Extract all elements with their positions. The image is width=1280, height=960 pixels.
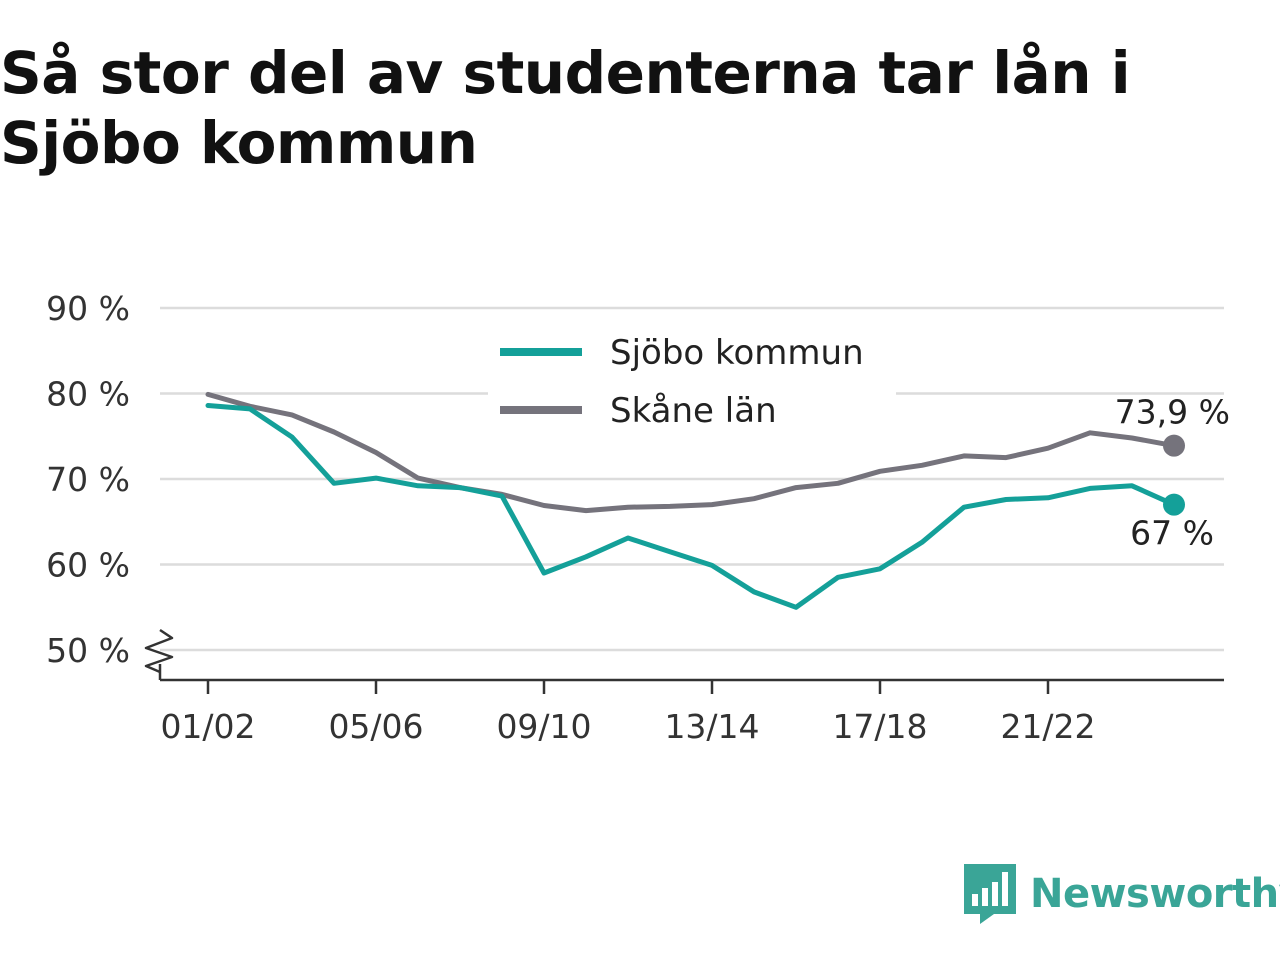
y-tick-label: 90 %	[46, 289, 130, 328]
x-tick-label: 01/02	[160, 707, 255, 746]
axis-break-marker	[144, 628, 174, 674]
line-chart: 90 % 80 % 70 % 60 % 50 % 01/02 05/06 09/10 13/1…	[46, 289, 1230, 746]
legend-background	[488, 320, 896, 446]
bar-chart-speech-bubble-icon	[964, 864, 1016, 924]
x-tick-label: 05/06	[328, 707, 423, 746]
series-line-1	[205, 391, 1177, 514]
chart-title: Så stor del av studenterna tar lån i Sjö…	[0, 39, 1131, 177]
series-lines	[205, 391, 1185, 610]
x-tick-label: 21/22	[1000, 707, 1095, 746]
x-tick-label: 09/10	[496, 707, 591, 746]
y-tick-label: 70 %	[46, 460, 130, 499]
x-tick-label: 13/14	[664, 707, 759, 746]
y-tick-label: 80 %	[46, 375, 130, 414]
legend: Sjöbo kommun Skåne län	[488, 320, 896, 446]
gridlines	[160, 306, 1224, 652]
end-value-label: 73,9 %	[1115, 393, 1230, 432]
legend-label: Skåne län	[610, 391, 777, 431]
end-labels: 67 % 73,9 %	[1115, 393, 1230, 553]
end-value-label: 67 %	[1130, 514, 1214, 553]
y-tick-label: 60 %	[46, 546, 130, 585]
x-tick-label: 17/18	[832, 707, 927, 746]
legend-label: Sjöbo kommun	[610, 333, 864, 373]
series-end-point-0	[1163, 493, 1185, 516]
y-axis-labels: 90 % 80 % 70 % 60 % 50 %	[46, 289, 130, 670]
series-line-0	[205, 403, 1177, 610]
y-tick-label: 50 %	[46, 631, 130, 670]
x-axis-labels: 01/02 05/06 09/10 13/14 17/18 21/22	[160, 707, 1095, 746]
series-end-point-1	[1163, 434, 1185, 457]
brand-name: Newsworthy	[1030, 871, 1280, 917]
brand-logo: Newsworthy	[964, 864, 1280, 924]
axes	[144, 628, 1224, 694]
